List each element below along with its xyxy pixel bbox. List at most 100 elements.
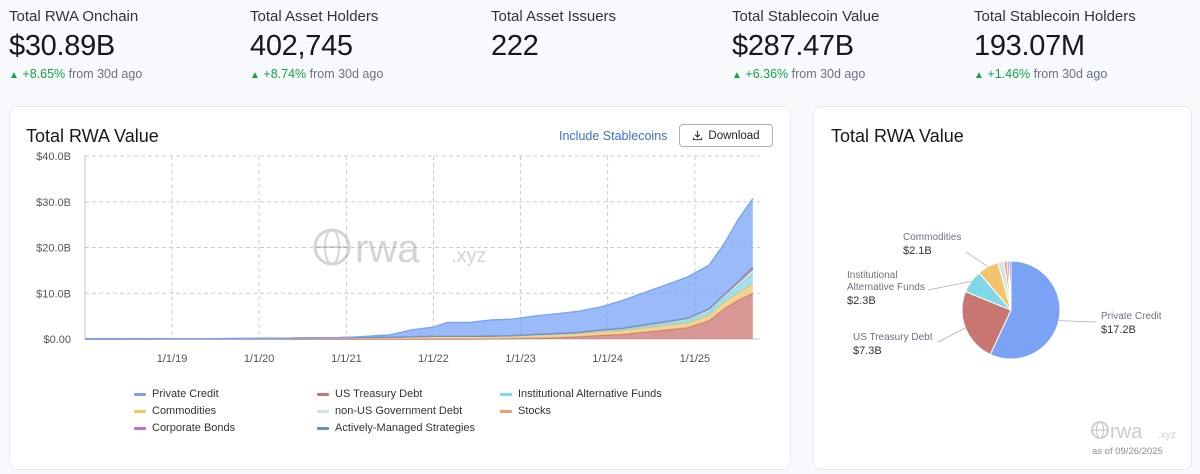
rwa-watermark: rwa .xyz <box>313 227 487 271</box>
legend-item-non-us-government-debt[interactable]: non-US Government Debt <box>317 403 500 419</box>
x-tick-label: 1/1/21 <box>331 353 362 365</box>
x-tick-label: 1/1/24 <box>592 353 623 365</box>
legend-item-corporate-bonds[interactable]: Corporate Bonds <box>134 420 317 436</box>
stat-label: Total Stablecoin Holders <box>974 8 1136 25</box>
legend-item-us-treasury-debt[interactable]: US Treasury Debt <box>317 386 500 402</box>
change-pct: +8.74% <box>263 67 307 81</box>
legend-item-commodities[interactable]: Commodities <box>134 403 317 419</box>
globe-icon <box>1091 421 1109 439</box>
legend-swatch <box>134 426 146 430</box>
legend-item-actively-managed-strategies[interactable]: Actively-Managed Strategies <box>317 420 500 436</box>
stat-value: 193.07M <box>974 30 1085 62</box>
y-tick-label: $40.0B <box>36 151 71 163</box>
stat-total-asset-holders: Total Asset Holders 402,745 ▲ +8.74% fro… <box>250 8 480 81</box>
pie-chart-title: Total RWA Value <box>831 126 964 146</box>
change-period: from 30d ago <box>791 67 866 81</box>
pie-slice-us-treasury-debt[interactable] <box>961 290 1012 356</box>
legend-label: non-US Government Debt <box>335 405 463 417</box>
globe-meridian <box>324 229 340 265</box>
pie-label-name: Private Credit <box>1101 311 1162 322</box>
pie-slice-actively-managed-strategies[interactable] <box>1008 260 1012 311</box>
legend-label: Private Credit <box>152 388 219 400</box>
pie-leader-line <box>927 281 972 291</box>
area-chart-title: Total RWA Value <box>26 126 159 146</box>
change-period: from 30d ago <box>1033 67 1108 81</box>
legend-label: Institutional Alternative Funds <box>518 388 662 400</box>
x-tick-label: 1/1/22 <box>418 353 449 365</box>
pie-leader-line <box>937 327 966 343</box>
stat-label: Total Asset Holders <box>250 8 379 25</box>
stat-total-rwa-onchain: Total RWA Onchain $30.89B ▲ +8.65% from … <box>9 8 239 81</box>
stat-change: ▲ +8.65% from 30d ago <box>9 67 239 81</box>
change-period: from 30d ago <box>309 67 384 81</box>
pie-leader-line <box>965 251 989 268</box>
include-stablecoins-toggle[interactable]: Include Stablecoins <box>559 129 668 143</box>
as-of-date: as of 09/26/2025 <box>1092 446 1163 457</box>
rwa-watermark-small: rwa .xyz <box>1091 421 1176 443</box>
stat-label: Total Asset Issuers <box>491 8 617 25</box>
stat-label: Total RWA Onchain <box>9 8 139 25</box>
area-chart-legend: Private Credit US Treasury Debt Institutio… <box>134 386 734 436</box>
download-button[interactable]: Download <box>679 124 773 147</box>
stat-value: 402,745 <box>250 30 353 62</box>
pie-label-name: Alternative Funds <box>847 282 925 293</box>
legend-item-private-credit[interactable]: Private Credit <box>134 386 317 402</box>
stat-change: ▲ +8.74% from 30d ago <box>250 67 480 81</box>
y-tick-label: $0.00 <box>43 334 71 346</box>
legend-label: US Treasury Debt <box>335 388 423 400</box>
watermark-text: rwa <box>355 227 420 271</box>
change-pct: +8.65% <box>22 67 66 81</box>
y-tick-label: $30.0B <box>36 197 71 209</box>
area-series-us-treasury-debt <box>85 293 753 339</box>
pie-leader-line <box>1058 320 1097 323</box>
legend-label: Commodities <box>152 405 217 417</box>
legend-swatch <box>500 409 512 413</box>
pie-slice-private-credit[interactable] <box>989 260 1061 360</box>
pie-label-name: Institutional <box>847 270 898 281</box>
x-tick-label: 1/1/19 <box>157 353 188 365</box>
pie-label-value: $17.2B <box>1101 324 1136 336</box>
y-tick-label: $10.0B <box>36 288 71 300</box>
pie-label-value: $7.3B <box>853 345 882 357</box>
legend-swatch <box>500 392 512 396</box>
line-series-private-credit <box>84 198 754 340</box>
watermark-suffix: .xyz <box>451 245 487 267</box>
change-period: from 30d ago <box>68 67 143 81</box>
up-arrow-icon: ▲ <box>732 70 742 81</box>
up-arrow-icon: ▲ <box>974 70 984 81</box>
globe-meridian <box>1095 421 1105 439</box>
legend-swatch <box>134 392 146 396</box>
x-tick-label: 1/1/25 <box>680 353 711 365</box>
stat-value: $30.89B <box>9 30 115 62</box>
stat-total-stablecoin-holders: Total Stablecoin Holders 193.07M ▲ +1.46… <box>974 8 1200 81</box>
legend-swatch <box>317 409 329 413</box>
stat-change: ▲ +1.46% from 30d ago <box>974 67 1200 81</box>
stat-value: 222 <box>491 30 539 62</box>
stat-value: $287.47B <box>732 30 854 62</box>
pie-label-value: $2.3B <box>847 295 876 307</box>
globe-icon <box>313 228 351 266</box>
legend-swatch <box>317 426 329 430</box>
stat-label: Total Stablecoin Value <box>732 8 880 25</box>
legend-label: Corporate Bonds <box>152 422 236 434</box>
stat-total-asset-issuers: Total Asset Issuers 222 <box>491 8 721 63</box>
x-tick-label: 1/1/23 <box>505 353 536 365</box>
x-tick-label: 1/1/20 <box>244 353 275 365</box>
pie-label-name: US Treasury Debt <box>853 332 933 343</box>
y-tick-label: $20.0B <box>36 243 71 255</box>
download-label: Download <box>708 129 760 142</box>
change-pct: +1.46% <box>987 67 1031 81</box>
legend-swatch <box>317 392 329 396</box>
legend-item-institutional-alternative-funds[interactable]: Institutional Alternative Funds <box>500 386 700 402</box>
watermark-text: rwa <box>1110 421 1143 443</box>
change-pct: +6.36% <box>745 67 789 81</box>
legend-label: Stocks <box>518 405 552 417</box>
up-arrow-icon: ▲ <box>250 70 260 81</box>
pie-label-name: Commodities <box>903 232 961 243</box>
download-icon <box>693 130 703 141</box>
legend-label: Actively-Managed Strategies <box>335 422 476 434</box>
legend-item-stocks[interactable]: Stocks <box>500 403 700 419</box>
stat-total-stablecoin-value: Total Stablecoin Value $287.47B ▲ +6.36%… <box>732 8 962 81</box>
